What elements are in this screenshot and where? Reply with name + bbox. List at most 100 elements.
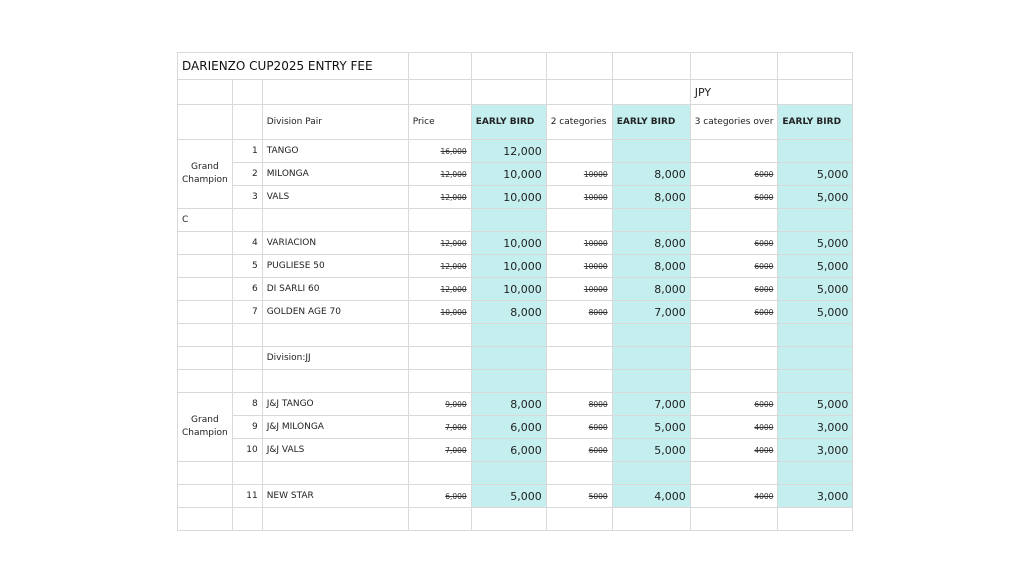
early-bird-price: 10,000 (470, 162, 547, 186)
row-number: 1 (231, 139, 263, 163)
early-bird-two-cat (611, 139, 691, 163)
division-jj-label: Division:JJ (261, 346, 409, 370)
early-bird-two-cat: 8,000 (611, 254, 691, 278)
currency-label: JPY (689, 79, 779, 105)
early-bird-two-cat: 5,000 (611, 438, 691, 462)
early-bird-price: 12,000 (470, 139, 547, 163)
table-row: 11 NEW STAR 6,000 5,000 5000 4,000 4000 … (177, 484, 854, 508)
table-row: 4 VARIACION 12,000 10,000 10000 8,000 60… (177, 231, 854, 255)
cell (689, 52, 779, 80)
table-row: 6 DI SARLI 60 12,000 10,000 10000 8,000 … (177, 277, 854, 301)
table-row: 2 MILONGA 12,000 10,000 10000 8,000 6000… (178, 162, 854, 186)
early-bird-three-cat: 5,000 (777, 300, 854, 324)
table-row: 7 GOLDEN AGE 70 10,000 8,000 8000 7,000 … (177, 300, 854, 324)
header-early-bird: EARLY BIRD (470, 104, 547, 140)
entry-fee-table: DARIENZO CUP2025 ENTRY FEE JPY Division … (177, 52, 854, 531)
row-number: 9 (231, 415, 263, 439)
price: 7,000 (407, 415, 472, 439)
header-2-categories: 2 categories (545, 104, 613, 140)
division-name: TANGO (261, 139, 409, 163)
header-early-bird: EARLY BIRD (777, 104, 854, 140)
division-name: VALS (261, 185, 409, 209)
table-row: Grand Champion 1 TANGO 16,000 12,000 (177, 139, 854, 209)
two-cat-price: 5000 (545, 484, 613, 508)
cell (545, 52, 613, 80)
empty-row (177, 507, 854, 531)
row-number: 5 (231, 254, 263, 278)
division-name: J&J TANGO (261, 392, 409, 416)
cell (611, 52, 691, 80)
early-bird-two-cat: 8,000 (611, 231, 691, 255)
early-bird-three-cat: 3,000 (777, 438, 854, 462)
division-name: J&J VALS (261, 438, 409, 462)
header-early-bird: EARLY BIRD (611, 104, 691, 140)
cell (407, 52, 472, 80)
three-cat-price: 4000 (689, 484, 779, 508)
division-name: DI SARLI 60 (261, 277, 409, 301)
header-3-categories: 3 categories over (689, 104, 779, 140)
three-cat-price: 6000 (689, 162, 779, 186)
two-cat-price: 10000 (545, 231, 613, 255)
header-price: Price (407, 104, 472, 140)
division-name: MILONGA (261, 162, 409, 186)
two-cat-price: 6000 (545, 415, 613, 439)
early-bird-price: 10,000 (470, 277, 547, 301)
table-row: 5 PUGLIESE 50 12,000 10,000 10000 8,000 … (177, 254, 854, 278)
two-cat-price: 10000 (545, 162, 613, 186)
header-row: Division Pair Price EARLY BIRD 2 categor… (177, 104, 854, 140)
early-bird-price: 8,000 (470, 392, 547, 416)
price: 12,000 (407, 231, 472, 255)
price: 16,000 (407, 139, 472, 163)
three-cat-price: 4000 (689, 415, 779, 439)
section-row: C (177, 208, 854, 232)
early-bird-price: 6,000 (470, 415, 547, 439)
empty-row (177, 461, 854, 485)
early-bird-three-cat: 5,000 (777, 254, 854, 278)
price: 7,000 (407, 438, 472, 462)
three-cat-price: 6000 (689, 392, 779, 416)
empty-row (177, 369, 854, 393)
early-bird-three-cat: 5,000 (777, 392, 854, 416)
two-cat-price: 6000 (545, 438, 613, 462)
group-label-grand-champion: Grand Champion (177, 139, 233, 209)
early-bird-price: 10,000 (470, 185, 547, 209)
three-cat-price: 6000 (689, 277, 779, 301)
table-row: 9 J&J MILONGA 7,000 6,000 6000 5,000 400… (178, 415, 854, 439)
table-title: DARIENZO CUP2025 ENTRY FEE (177, 52, 409, 80)
early-bird-price: 5,000 (470, 484, 547, 508)
two-cat-price: 10000 (545, 254, 613, 278)
price: 12,000 (407, 277, 472, 301)
early-bird-three-cat: 5,000 (777, 162, 854, 186)
group-label-grand-champion: Grand Champion (177, 392, 233, 462)
early-bird-three-cat: 3,000 (777, 415, 854, 439)
two-cat-price: 8000 (545, 300, 613, 324)
early-bird-price: 10,000 (470, 231, 547, 255)
early-bird-three-cat: 5,000 (777, 185, 854, 209)
two-cat-price (545, 139, 613, 163)
two-cat-price: 10000 (545, 277, 613, 301)
early-bird-three-cat: 3,000 (777, 484, 854, 508)
early-bird-three-cat: 5,000 (777, 231, 854, 255)
cell (470, 52, 547, 80)
row-number: 8 (231, 392, 263, 416)
price: 12,000 (407, 185, 472, 209)
division-name: PUGLIESE 50 (261, 254, 409, 278)
table-row: Grand Champion 8 J&J TANGO 9,000 8,000 8… (177, 392, 854, 462)
row-number: 6 (231, 277, 263, 301)
three-cat-price: 6000 (689, 300, 779, 324)
row-number: 2 (231, 162, 263, 186)
early-bird-two-cat: 7,000 (611, 300, 691, 324)
early-bird-two-cat: 8,000 (611, 162, 691, 186)
row-number: 10 (231, 438, 263, 462)
price: 10,000 (407, 300, 472, 324)
early-bird-two-cat: 8,000 (611, 277, 691, 301)
early-bird-two-cat: 5,000 (611, 415, 691, 439)
division-name: J&J MILONGA (261, 415, 409, 439)
early-bird-two-cat: 4,000 (611, 484, 691, 508)
division-name: GOLDEN AGE 70 (261, 300, 409, 324)
section-label-c: C (177, 208, 233, 232)
three-cat-price: 6000 (689, 231, 779, 255)
currency-row: JPY (177, 79, 854, 105)
two-cat-price: 8000 (545, 392, 613, 416)
early-bird-three-cat (777, 139, 854, 163)
